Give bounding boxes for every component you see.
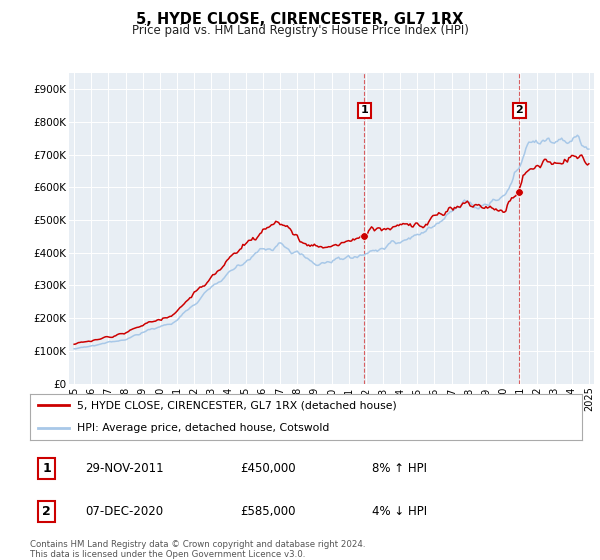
- Text: 2: 2: [515, 105, 523, 115]
- Text: 4% ↓ HPI: 4% ↓ HPI: [372, 505, 427, 518]
- Text: £450,000: £450,000: [240, 462, 295, 475]
- Text: 1: 1: [361, 105, 368, 115]
- Text: 29-NOV-2011: 29-NOV-2011: [85, 462, 164, 475]
- Text: 5, HYDE CLOSE, CIRENCESTER, GL7 1RX (detached house): 5, HYDE CLOSE, CIRENCESTER, GL7 1RX (det…: [77, 400, 397, 410]
- Text: HPI: Average price, detached house, Cotswold: HPI: Average price, detached house, Cots…: [77, 423, 329, 433]
- Text: 8% ↑ HPI: 8% ↑ HPI: [372, 462, 427, 475]
- Text: 5, HYDE CLOSE, CIRENCESTER, GL7 1RX: 5, HYDE CLOSE, CIRENCESTER, GL7 1RX: [136, 12, 464, 27]
- Text: Contains HM Land Registry data © Crown copyright and database right 2024.
This d: Contains HM Land Registry data © Crown c…: [30, 540, 365, 559]
- Text: 2: 2: [42, 505, 51, 518]
- Text: £585,000: £585,000: [240, 505, 295, 518]
- Text: Price paid vs. HM Land Registry's House Price Index (HPI): Price paid vs. HM Land Registry's House …: [131, 24, 469, 36]
- Text: 07-DEC-2020: 07-DEC-2020: [85, 505, 163, 518]
- Text: 1: 1: [42, 462, 51, 475]
